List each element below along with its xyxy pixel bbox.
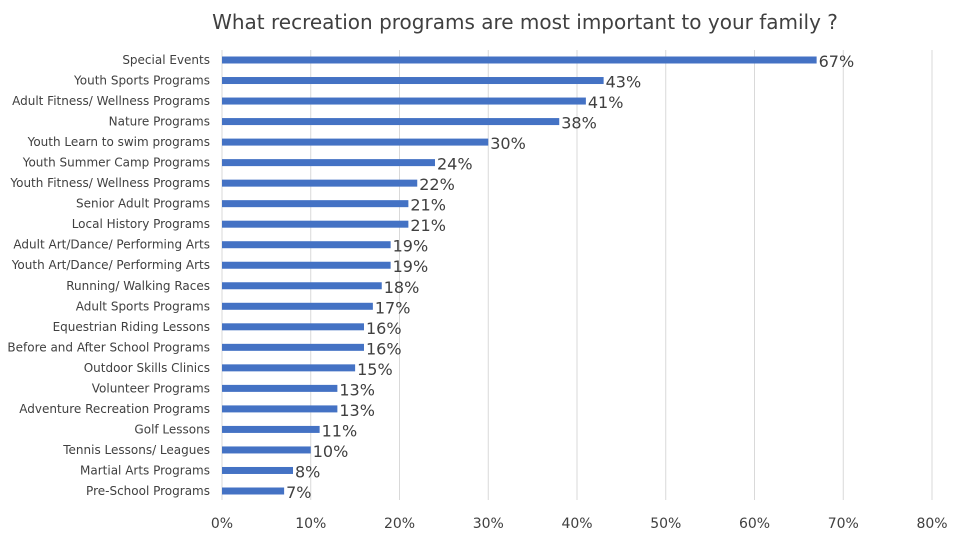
value-label: 43% — [606, 73, 642, 92]
x-tick-label: 10% — [295, 516, 326, 532]
bar — [222, 118, 560, 126]
value-label: 15% — [357, 360, 393, 379]
value-label: 19% — [393, 257, 429, 276]
bar — [222, 200, 409, 208]
bar — [222, 138, 489, 146]
bar — [222, 425, 320, 433]
value-label: 16% — [366, 339, 402, 358]
x-tick-label: 70% — [828, 516, 859, 532]
x-tick-label: 20% — [384, 516, 415, 532]
category-label: Adult Fitness/ Wellness Programs — [12, 94, 210, 108]
category-label: Nature Programs — [109, 115, 210, 129]
value-label: 67% — [819, 52, 855, 71]
value-label: 21% — [410, 196, 446, 215]
category-label: Equestrian Riding Lessons — [53, 320, 210, 334]
category-label: Adult Sports Programs — [76, 299, 210, 313]
bar — [222, 56, 817, 64]
x-tick-label: 80% — [916, 516, 947, 532]
bar — [222, 77, 604, 85]
category-label: Before and After School Programs — [7, 340, 210, 354]
bar — [222, 302, 373, 310]
value-label: 22% — [419, 175, 455, 194]
bar — [222, 487, 285, 495]
value-label: 11% — [322, 421, 358, 440]
value-label: 7% — [286, 483, 311, 502]
value-label: 16% — [366, 319, 402, 338]
value-label: 18% — [384, 278, 420, 297]
category-label: Youth Fitness/ Wellness Programs — [9, 176, 210, 190]
bar — [222, 282, 382, 290]
value-label: 13% — [339, 380, 375, 399]
bar — [222, 384, 338, 392]
category-label: Golf Lessons — [134, 422, 210, 436]
value-label: 10% — [313, 442, 349, 461]
bar — [222, 405, 338, 413]
bar — [222, 97, 586, 105]
bars — [222, 56, 817, 495]
value-label: 8% — [295, 462, 320, 481]
category-label: Adventure Recreation Programs — [19, 402, 210, 416]
value-label: 17% — [375, 298, 411, 317]
x-tick-label: 40% — [561, 516, 592, 532]
chart-title: What recreation programs are most import… — [212, 10, 838, 34]
value-label: 41% — [588, 93, 624, 112]
bar — [222, 220, 409, 228]
x-tick-label: 60% — [739, 516, 770, 532]
bar — [222, 343, 364, 351]
value-label: 30% — [490, 134, 526, 153]
category-label: Youth Art/Dance/ Performing Arts — [11, 258, 210, 272]
bar — [222, 159, 435, 167]
bar — [222, 241, 391, 249]
labels: 0% 10% 20% 30% 40% 50% 60% 70% 80% Special Events… — [7, 52, 947, 532]
category-label: Senior Adult Programs — [76, 197, 210, 211]
bar — [222, 323, 364, 331]
bar — [222, 179, 418, 187]
category-label: Running/ Walking Races — [66, 279, 210, 293]
value-label: 13% — [339, 401, 375, 420]
category-label: Youth Sports Programs — [73, 74, 210, 88]
value-label: 24% — [437, 155, 473, 174]
bar — [222, 364, 356, 372]
category-label: Adult Art/Dance/ Performing Arts — [13, 238, 210, 252]
category-label: Special Events — [122, 53, 210, 67]
bar — [222, 261, 391, 269]
category-label: Youth Learn to swim programs — [27, 135, 210, 149]
bar — [222, 466, 293, 474]
category-label: Pre-School Programs — [86, 484, 210, 498]
value-label: 38% — [561, 114, 597, 133]
x-tick-label: 30% — [473, 516, 504, 532]
x-tick-label: 50% — [650, 516, 681, 532]
category-label: Volunteer Programs — [92, 381, 210, 395]
bar — [222, 446, 311, 454]
category-label: Martial Arts Programs — [80, 463, 210, 477]
x-tick-label: 0% — [211, 516, 233, 532]
category-label: Tennis Lessons/ Leagues — [62, 443, 210, 457]
value-label: 21% — [410, 216, 446, 235]
value-label: 19% — [393, 237, 429, 256]
category-label: Youth Summer Camp Programs — [22, 156, 210, 170]
category-label: Local History Programs — [72, 217, 210, 231]
category-label: Outdoor Skills Clinics — [84, 361, 210, 375]
